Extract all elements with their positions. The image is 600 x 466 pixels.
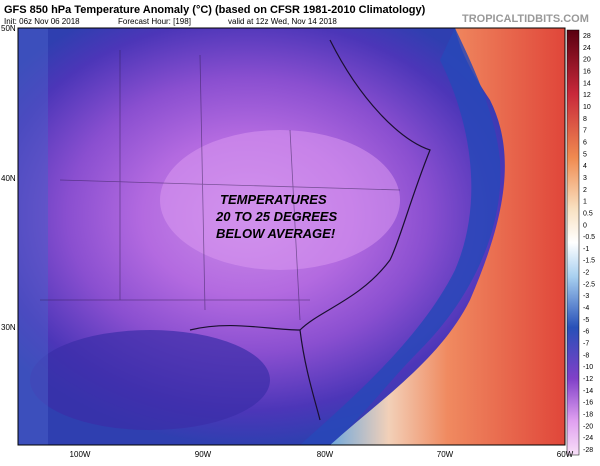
colorbar-tick-label: -8 [583, 352, 589, 359]
latitude-label: 30N [1, 323, 16, 332]
longitude-label: 70W [437, 450, 454, 459]
annotation-line: 20 TO 25 DEGREES [215, 209, 337, 224]
title: GFS 850 hPa Temperature Anomaly (°C) (ba… [4, 4, 426, 16]
colorbar-tick-label: -7 [583, 341, 589, 348]
valid-time: valid at 12z Wed, Nov 14 2018 [228, 17, 337, 26]
colorbar-tick-label: -1 [583, 246, 589, 253]
colorbar-tick-label: -4 [583, 305, 589, 312]
colorbar-tick-label: 0 [583, 222, 587, 229]
colorbar-tick-label: -1.5 [583, 258, 595, 265]
colorbar-tick-label: -10 [583, 364, 593, 371]
longitude-label: 60W [557, 450, 574, 459]
colorbar-tick-label: -20 [583, 423, 593, 430]
map [18, 28, 565, 445]
latitude-label: 40N [1, 174, 16, 183]
latitude-label: 50N [1, 24, 16, 33]
longitude-labels: 100W 90W 80W 70W 60W [70, 450, 574, 459]
colorbar-tick-label: 1 [583, 199, 587, 206]
colorbar-tick-label: 10 [583, 104, 591, 111]
longitude-label: 80W [317, 450, 334, 459]
colorbar-tick-label: 12 [583, 92, 591, 99]
colorbar-tick-label: 8 [583, 116, 587, 123]
colorbar-tick-label: 28 [583, 33, 591, 40]
longitude-label: 90W [195, 450, 212, 459]
colorbar-tick-label: -18 [583, 412, 593, 419]
annotation: TEMPERATURES 20 TO 25 DEGREES BELOW AVERAG… [215, 192, 337, 241]
colorbar-tick-label: -2 [583, 270, 589, 277]
colorbar-tick-label: 3 [583, 175, 587, 182]
colorbar-tick-label: -24 [583, 435, 593, 442]
colorbar-tick-label: -14 [583, 388, 593, 395]
colorbar-tick-label: 6 [583, 139, 587, 146]
site-watermark: TROPICALTIDBITS.COM [462, 13, 589, 25]
map-frame [17, 27, 566, 446]
colorbar-labels: 28 24 20 16 14 12 10 8 7 6 5 4 3 2 1 0.5 0 -0.5 -1 -1.5 -2 -2… [583, 33, 595, 454]
init-time: Init: 06z Nov 06 2018 [4, 17, 80, 26]
colorbar [566, 29, 580, 456]
colorbar-tick-label: -12 [583, 376, 593, 383]
colorbar-tick-label: 5 [583, 151, 587, 158]
colorbar-tick-label: -0.5 [583, 234, 595, 241]
colorbar-tick-label: -3 [583, 293, 589, 300]
colorbar-tick-label: 2 [583, 187, 587, 194]
latitude-labels: 50N 40N 30N [1, 24, 16, 332]
forecast-hour: Forecast Hour: [198] [118, 17, 191, 26]
colorbar-tick-label: 0.5 [583, 210, 593, 217]
colorbar-tick-label: -5 [583, 317, 589, 324]
colorbar-tick-label: 16 [583, 68, 591, 75]
annotation-line: BELOW AVERAGE! [216, 226, 336, 241]
colorbar-tick-label: -16 [583, 400, 593, 407]
colorbar-tick-label: -2.5 [583, 281, 595, 288]
annotation-line: TEMPERATURES [220, 192, 327, 207]
colorbar-tick-label: 4 [583, 163, 587, 170]
colorbar-tick-label: -28 [583, 447, 593, 454]
colorbar-tick-label: 14 [583, 80, 591, 87]
colorbar-tick-label: 20 [583, 57, 591, 64]
colorbar-tick-label: -6 [583, 329, 589, 336]
colorbar-tick-label: 24 [583, 45, 591, 52]
colorbar-tick-label: 7 [583, 128, 587, 135]
longitude-label: 100W [70, 450, 91, 459]
